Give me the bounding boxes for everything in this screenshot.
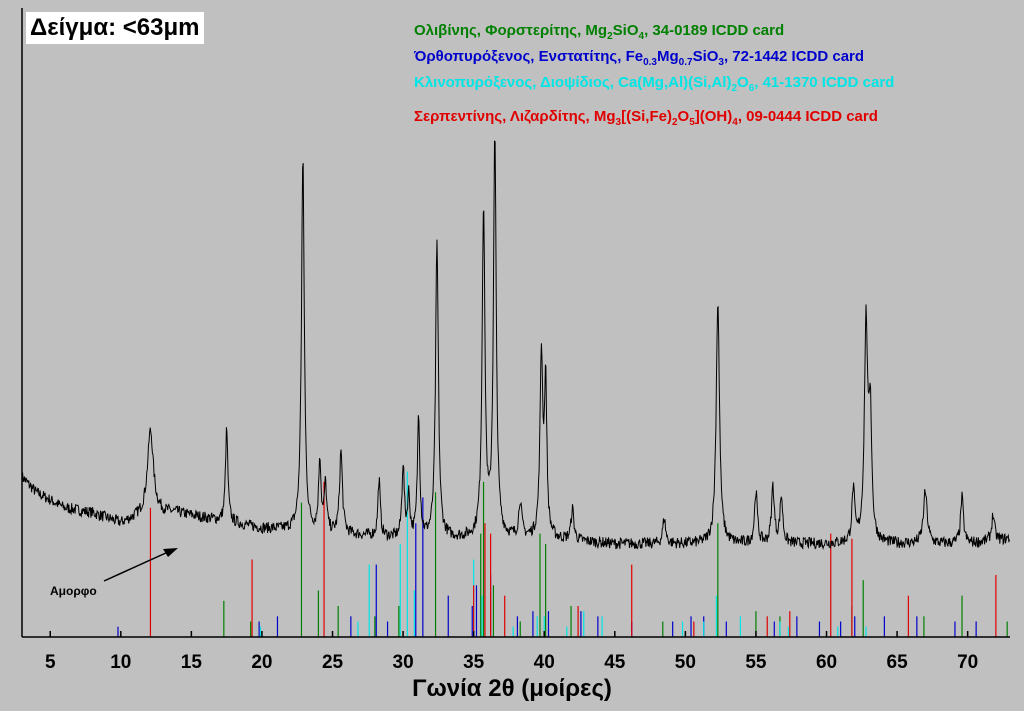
- x-tick-label: 60: [816, 652, 837, 673]
- x-axis-title: Γωνία 2θ (μοίρες): [412, 675, 612, 702]
- amorphous-arrow: [103, 548, 178, 582]
- x-tick-label: 10: [110, 652, 131, 673]
- x-tick-label: 40: [534, 652, 555, 673]
- legend: Ολιβίνης, Φορστερίτης, Mg2SiO4, 34-0189 …: [414, 22, 1014, 134]
- x-tick-label: 45: [604, 652, 626, 673]
- legend-item-enstatite: Όρθοπυρόξενος, Ενστατίτης, Fe0.3Mg0.7SiO…: [414, 48, 865, 68]
- x-tick-label: 70: [957, 652, 978, 673]
- x-tick-label: 20: [251, 652, 272, 673]
- x-tick-label: 50: [675, 652, 696, 673]
- sample-label: Δείγμα: <63μm: [26, 12, 204, 44]
- reference-sticks: [117, 471, 1008, 637]
- x-tick-label: 65: [887, 652, 909, 673]
- legend-item-diopside: Κλινοπυρόξενος, Διοψίδιος, Ca(Mg,Al)(Si,…: [414, 74, 895, 94]
- x-tick-label: 55: [745, 652, 767, 673]
- legend-item-forsterite: Ολιβίνης, Φορστερίτης, Mg2SiO4, 34-0189 …: [414, 22, 785, 42]
- x-tick-label: 25: [322, 652, 344, 673]
- x-ticks: 5 10 15 20 25 30 35 40 45 50 55 60 65 70: [45, 631, 978, 673]
- amorphous-annotation: Αμορφο: [50, 584, 97, 598]
- x-tick-label: 30: [393, 652, 414, 673]
- legend-item-lizardite: Σερπεντίνης, Λιζαρδίτης, Mg3[(Si,Fe)2O5]…: [414, 108, 878, 128]
- x-tick-label: 15: [181, 652, 203, 673]
- x-tick-label: 5: [45, 652, 56, 673]
- x-tick-label: 35: [463, 652, 485, 673]
- diffraction-pattern-line: [21, 140, 1010, 550]
- axes: [21, 8, 1010, 638]
